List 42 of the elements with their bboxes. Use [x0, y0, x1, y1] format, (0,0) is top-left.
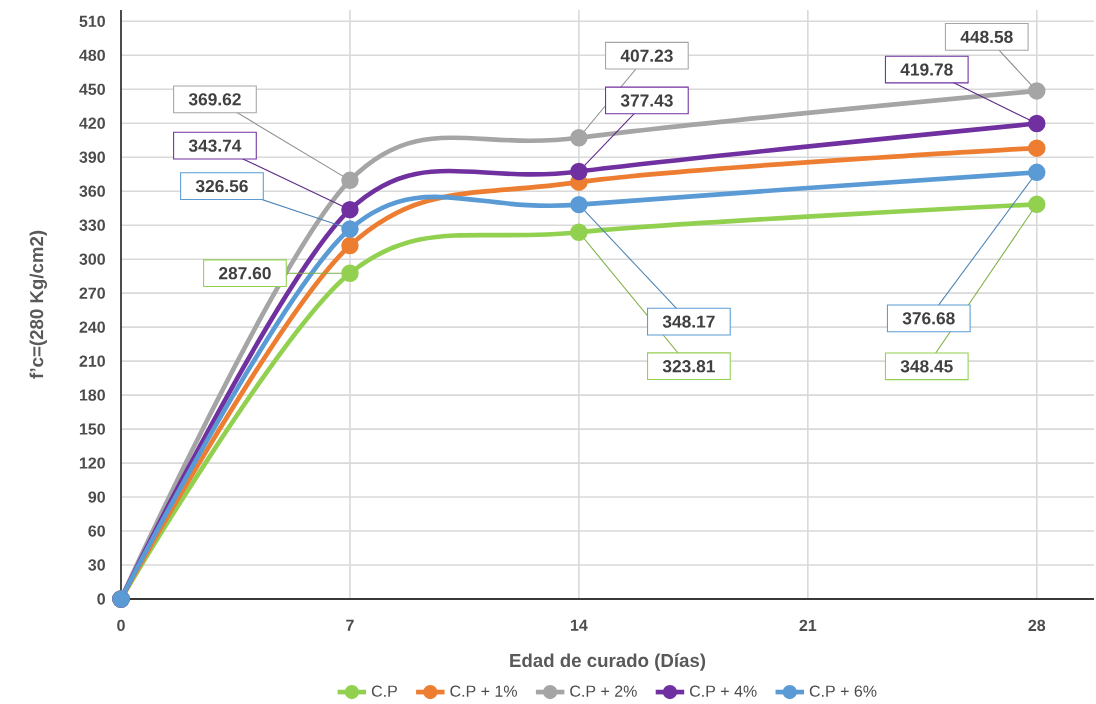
x-tick-label: 0	[117, 619, 125, 632]
y-tick-label: 360	[79, 185, 105, 197]
x-tick-label: 21	[799, 619, 817, 631]
x-axis-title: Edad de curado (Días)	[510, 653, 706, 671]
y-tick-label: 120	[79, 457, 105, 469]
x-tick-label: 28	[1028, 619, 1046, 632]
y-tick-label: 480	[79, 49, 105, 61]
y-tick-label: 240	[79, 321, 105, 333]
y-tick-label: 270	[79, 287, 105, 299]
data-label: 407.23	[620, 49, 673, 62]
legend-label: C.P + 2%	[570, 685, 637, 697]
y-tick-label: 0	[97, 593, 105, 605]
data-label: 323.81	[662, 360, 715, 373]
y-tick-label: 90	[88, 491, 105, 503]
data-label: 343.74	[188, 139, 242, 152]
data-label: 369.62	[188, 93, 241, 106]
x-tick-label: 7	[346, 619, 354, 631]
data-label: 448.58	[960, 30, 1013, 44]
data-label: 419.78	[900, 63, 953, 76]
y-tick-label: 150	[79, 423, 105, 435]
data-label: 348.45	[900, 360, 953, 373]
y-axis-title: f’c=(280 Kg/cm2)	[29, 230, 48, 379]
y-tick-label: 60	[88, 525, 105, 537]
data-label: 376.68	[902, 312, 955, 325]
y-tick-label: 210	[79, 355, 105, 367]
y-tick-label: 510	[79, 15, 105, 27]
legend-label: C.P + 1%	[450, 685, 517, 697]
y-tick-label: 180	[79, 389, 105, 401]
data-label: 326.56	[195, 179, 248, 193]
x-tick-label: 14	[570, 619, 588, 631]
y-tick-label: 330	[79, 219, 105, 231]
y-tick-label: 30	[88, 559, 105, 571]
legend-label: C.P + 6%	[809, 685, 877, 697]
legend-label: C.P	[371, 685, 397, 697]
legend-label: C.P + 4%	[690, 685, 757, 697]
y-tick-label: 300	[79, 253, 105, 265]
y-tick-label: 420	[79, 117, 105, 129]
y-tick-label: 450	[79, 83, 105, 95]
data-label: 348.17	[662, 315, 715, 328]
data-label: 287.60	[219, 267, 271, 280]
y-tick-label: 390	[79, 151, 105, 163]
data-label: 377.43	[620, 94, 673, 107]
